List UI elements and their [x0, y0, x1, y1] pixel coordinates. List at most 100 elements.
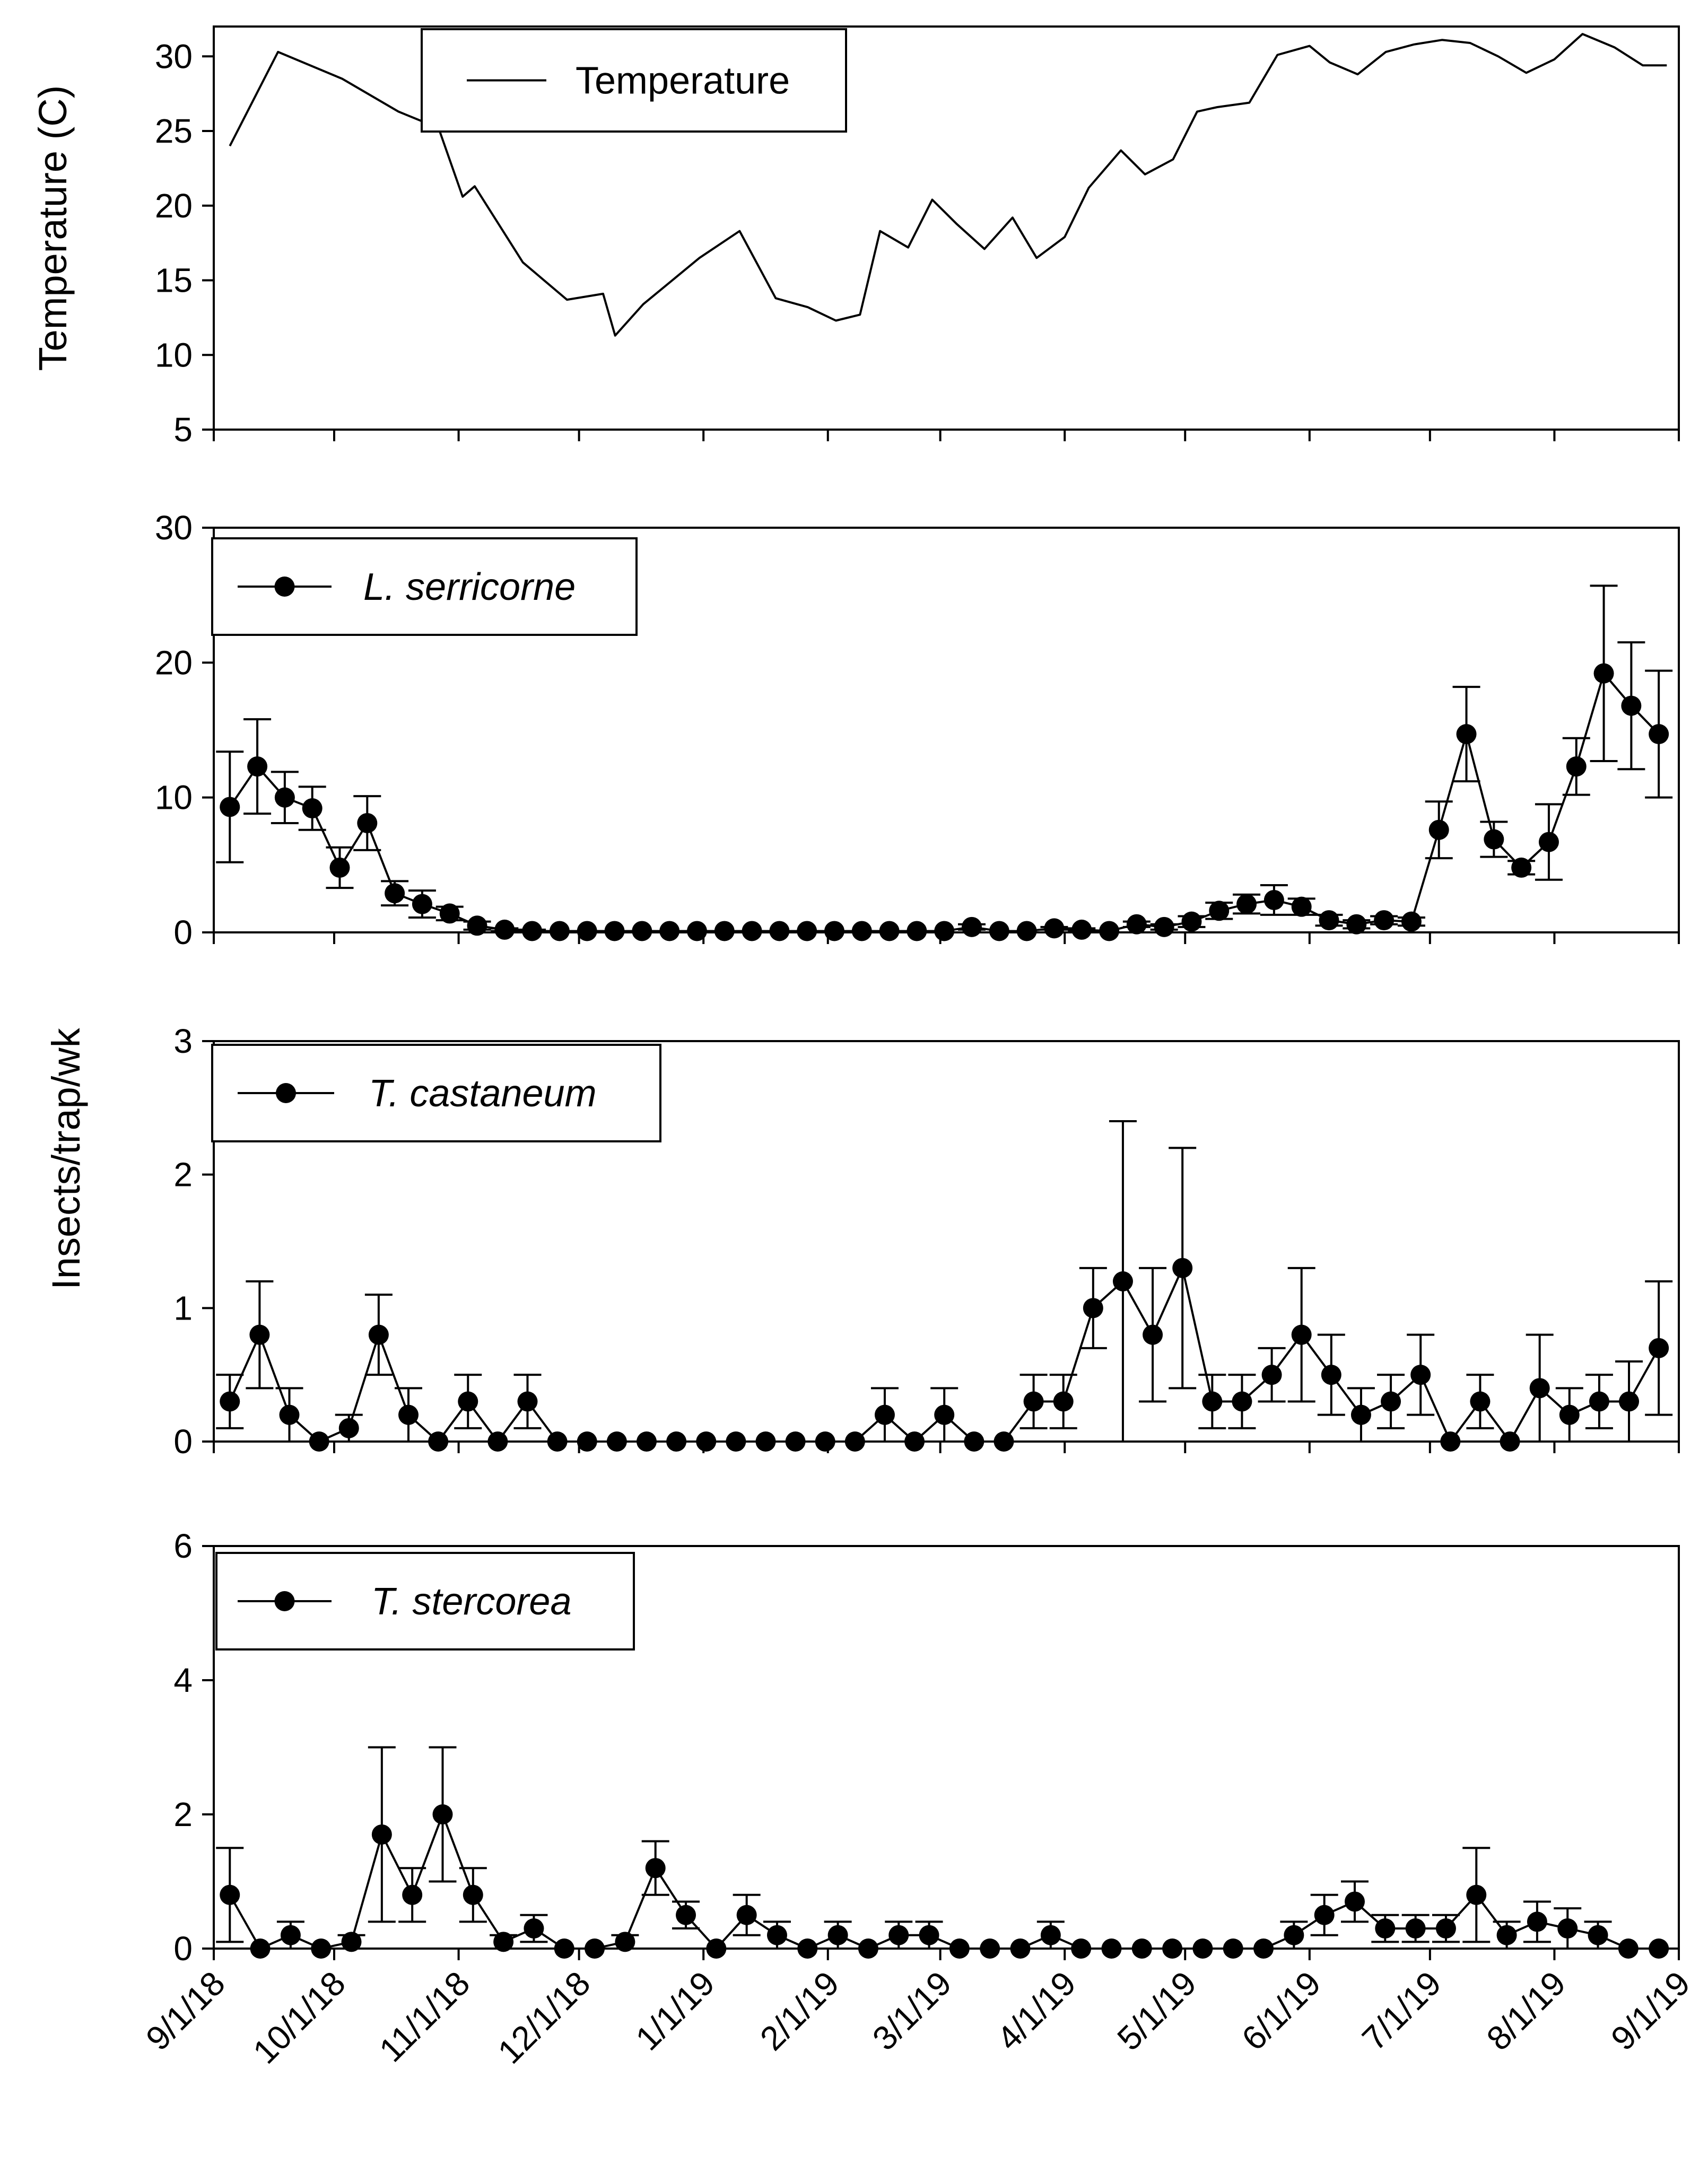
data-point: [1319, 910, 1339, 931]
data-point: [1428, 819, 1449, 840]
y-tick-label: 30: [155, 37, 193, 75]
data-point: [302, 798, 323, 819]
data-point: [636, 1431, 657, 1452]
x-tick-label: 8/1/19: [1479, 1964, 1573, 2058]
data-point: [368, 1324, 389, 1345]
data-point: [1593, 663, 1614, 684]
data-point: [785, 1431, 806, 1452]
y-tick-label: 15: [155, 261, 193, 300]
data-point: [439, 903, 460, 924]
legend-label: L. serricorne: [363, 566, 576, 608]
data-point: [1470, 1391, 1491, 1412]
data-point: [1435, 1918, 1456, 1939]
data-point: [1101, 1938, 1122, 1959]
data-point: [1154, 916, 1174, 937]
data-point: [888, 1925, 909, 1945]
data-point: [604, 921, 625, 941]
data-point: [1346, 914, 1367, 935]
data-point: [585, 1938, 605, 1959]
y-tick-label: 20: [155, 643, 193, 682]
x-tick-label: 1/1/19: [628, 1964, 722, 2058]
data-point: [851, 921, 872, 941]
x-tick-label: 9/1/19: [1604, 1964, 1697, 2058]
data-point: [1112, 1271, 1133, 1291]
data-point: [934, 1404, 955, 1425]
data-point: [1126, 914, 1147, 935]
data-point: [615, 1932, 635, 1952]
data-point: [522, 921, 543, 941]
data-point: [1044, 918, 1065, 939]
data-point: [467, 915, 487, 936]
data-point: [1261, 1365, 1282, 1385]
y-tick-label: 25: [155, 112, 193, 150]
legend-marker: [274, 1591, 295, 1611]
legend-label: T. castaneum: [369, 1072, 597, 1115]
data-point: [487, 1431, 508, 1452]
data-point: [949, 1938, 970, 1959]
x-tick-label: 3/1/19: [865, 1964, 959, 2058]
data-point: [742, 921, 762, 941]
data-point: [250, 1938, 271, 1959]
data-point: [676, 1905, 696, 1925]
data-point: [879, 921, 900, 941]
data-point: [1321, 1365, 1341, 1385]
x-tick-label: 6/1/19: [1234, 1964, 1328, 2058]
x-tick-label: 7/1/19: [1355, 1964, 1449, 2058]
data-point: [1253, 1938, 1274, 1959]
data-point: [371, 1824, 392, 1845]
data-point: [1291, 896, 1312, 917]
data-point: [220, 1391, 240, 1412]
data-point: [1071, 919, 1092, 940]
data-point: [1511, 857, 1532, 878]
data-point: [1099, 921, 1120, 941]
panel-t_castaneum: 0 1 2 3 T. castaneum: [173, 1022, 1680, 1461]
data-point: [428, 1431, 449, 1452]
data-point: [686, 921, 707, 941]
data-point: [1618, 1938, 1639, 1959]
data-point: [1484, 829, 1504, 850]
panel-temperature: 5 10 15 20 25 30 Temperature (C) Temperature: [31, 25, 1680, 449]
x-tick-label: 4/1/19: [989, 1964, 1083, 2058]
y-tick-label: 5: [173, 411, 193, 449]
data-point: [1131, 1938, 1152, 1959]
data-point: [797, 921, 817, 941]
plot-frame: [213, 1545, 1680, 1950]
data-point: [517, 1391, 538, 1412]
y-tick-label: 0: [173, 1422, 193, 1461]
data-point: [220, 797, 240, 817]
y-tick-label: 20: [155, 187, 193, 225]
data-point: [274, 787, 295, 808]
x-tick-label: 9/1/18: [138, 1964, 232, 2058]
y-tick-label: 2: [173, 1795, 193, 1833]
data-point: [554, 1938, 574, 1959]
data-point: [666, 1431, 687, 1452]
data-point: [706, 1938, 727, 1959]
legend-label: Temperature: [576, 60, 790, 102]
data-point: [311, 1938, 332, 1959]
data-point: [815, 1431, 835, 1452]
data-point: [1375, 1918, 1396, 1939]
data-point: [280, 1925, 301, 1945]
data-point: [1284, 1925, 1304, 1945]
data-point: [645, 1858, 666, 1879]
y-tick-label: 0: [173, 913, 193, 951]
data-point: [432, 1804, 453, 1824]
y-tick-label: 4: [173, 1661, 193, 1699]
data-point: [1143, 1324, 1163, 1345]
data-point: [385, 883, 405, 904]
legend-t_castaneum: T. castaneum: [211, 1044, 661, 1142]
data-point: [309, 1431, 329, 1452]
data-point: [766, 1925, 787, 1945]
data-point: [1223, 1938, 1243, 1959]
shared-y-axis-label: Insects/trap/wk: [44, 1027, 88, 1290]
y-tick-label: 1: [173, 1289, 193, 1327]
data-point: [577, 1431, 597, 1452]
data-point: [1649, 1938, 1669, 1959]
data-point: [1527, 1911, 1547, 1932]
data-point: [1649, 724, 1669, 745]
data-point: [874, 1404, 895, 1425]
data-point: [1405, 1918, 1426, 1939]
y-axis-label: Temperature (C): [31, 85, 75, 371]
data-point: [858, 1938, 878, 1959]
data-point: [1557, 1918, 1578, 1939]
